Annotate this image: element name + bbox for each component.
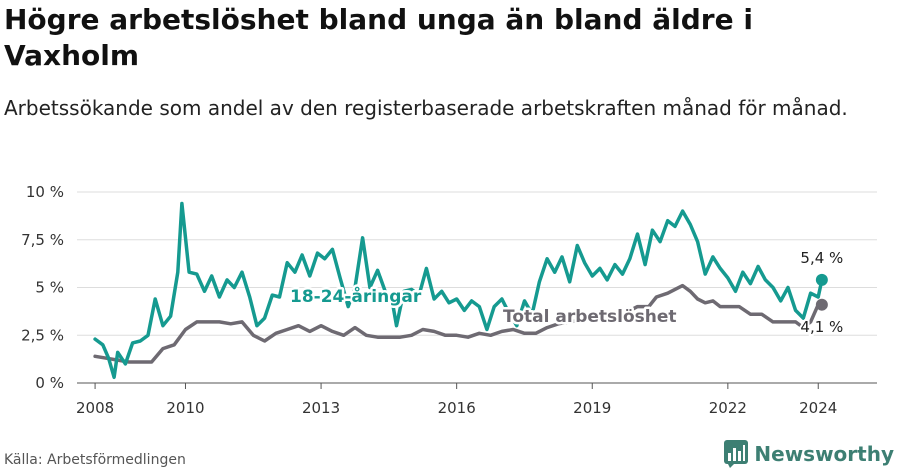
series-label-total: Total arbetslöshet [503,307,677,327]
y-tick-label: 5 % [35,279,64,297]
x-tick-label: 2019 [573,399,611,417]
chart-subtitle: Arbetssökande som andel av den registerb… [4,96,848,120]
bar-chart-logo-icon [724,440,749,468]
series-lines [93,201,828,380]
series-label-youth: 18-24-åringar [290,285,422,307]
x-tick-label: 2016 [438,399,476,417]
y-tick-label: 2,5 % [21,326,64,344]
end-point-youth [815,273,828,286]
chart-title: Högre arbetslöshet bland unga än bland ä… [4,3,753,72]
y-tick-label: 0 % [35,374,64,392]
end-label-total: 4,1 % [800,318,843,336]
line-chart: 0 % 2,5 % 5 % 7,5 % 10 % 2008 2010 2013 2016 2019… [21,183,877,417]
series-line-total [93,283,824,364]
end-point-total [815,298,828,311]
brand-name: Newsworthy [754,442,894,466]
series-line-youth [93,201,824,380]
grid-lines [77,191,877,384]
y-tick-label: 10 % [26,183,64,201]
x-tick-label: 2008 [76,399,114,417]
x-tick-label: 2013 [302,399,340,417]
y-tick-label: 7,5 % [21,231,64,249]
x-tick-label: 2024 [799,399,837,417]
x-tick-label: 2010 [166,399,204,417]
x-tick-label: 2022 [709,399,747,417]
end-label-youth: 5,4 % [800,249,843,267]
brand-logo[interactable]: Newsworthy [724,440,894,468]
axes: 0 % 2,5 % 5 % 7,5 % 10 % 2008 2010 2013 2016 2019… [21,183,837,417]
source-note: Källa: Arbetsförmedlingen [4,452,186,468]
series-labels: 18-24-åringar Total arbetslöshet 5,4 % 4,1 … [288,247,846,338]
